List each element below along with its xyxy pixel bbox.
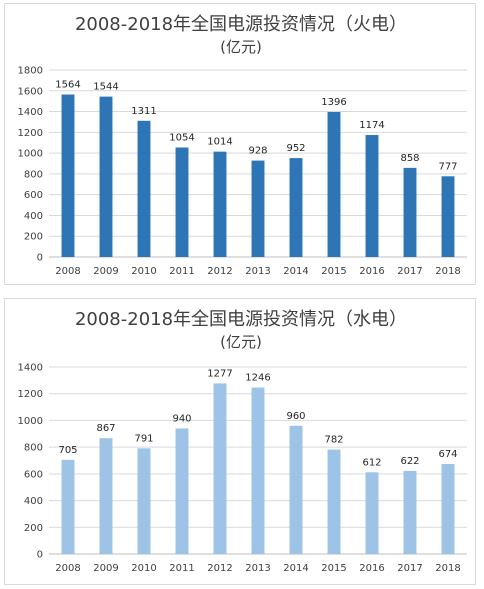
y-tick-label: 800	[24, 443, 43, 454]
y-tick-label: 800	[24, 169, 43, 180]
bar-2014	[289, 158, 303, 257]
x-tick-label: 2012	[207, 266, 232, 277]
bar-2010	[137, 448, 151, 554]
bar-2018	[441, 176, 455, 257]
data-label-2008: 705	[58, 445, 77, 456]
data-label-2011: 1054	[169, 133, 194, 144]
chart-title: 2008-2018年全国电源投资情况（水电）	[75, 309, 407, 330]
bar-2016	[365, 472, 379, 554]
bar-2016	[365, 135, 379, 257]
x-tick-label: 2015	[321, 266, 346, 277]
bar-2017	[403, 470, 417, 554]
chart-unit-label: (亿元)	[220, 38, 262, 56]
x-tick-label: 2008	[55, 266, 80, 277]
data-label-2009: 867	[96, 423, 115, 434]
data-label-2014: 960	[286, 411, 305, 422]
x-tick-label: 2017	[397, 563, 422, 574]
data-label-2011: 940	[172, 413, 191, 424]
y-tick-label: 400	[24, 496, 43, 507]
data-label-2016: 612	[362, 457, 381, 468]
hydro-power-chart: 2008-2018年全国电源投资情况（水电） (亿元) 0 200 400 600 80…	[18, 309, 467, 574]
data-label-2013: 1246	[245, 373, 270, 384]
data-label-2015: 1396	[321, 97, 346, 108]
data-label-2012: 1014	[207, 137, 232, 148]
y-tick-label: 400	[24, 211, 43, 222]
bar-2018	[441, 463, 455, 554]
thermal-power-chart: 2008-2018年全国电源投资情况（火电） (亿元) 0 200 400 600 80…	[18, 14, 467, 277]
x-tick-label: 2018	[435, 563, 460, 574]
x-tick-label: 2011	[169, 266, 194, 277]
x-tick-label: 2013	[245, 563, 270, 574]
data-label-2008: 1564	[55, 80, 80, 91]
x-tick-label: 2014	[283, 266, 308, 277]
bar-2015	[327, 449, 341, 554]
data-label-2018: 674	[438, 449, 457, 460]
bar-2008	[61, 459, 75, 554]
data-label-2010: 791	[134, 433, 153, 444]
x-tick-label: 2013	[245, 266, 270, 277]
bar-2011	[175, 428, 189, 554]
data-label-2013: 928	[248, 146, 267, 157]
x-tick-label: 2012	[207, 563, 232, 574]
y-tick-label: 1200	[18, 389, 43, 400]
bar-2015	[327, 111, 341, 258]
y-tick-label: 0	[37, 550, 43, 561]
data-label-2018: 777	[438, 161, 457, 172]
bar-2012	[213, 383, 227, 554]
bar-2009	[99, 96, 113, 258]
data-label-2012: 1277	[207, 368, 232, 379]
bar-2008	[61, 94, 75, 257]
data-label-2016: 1174	[359, 120, 384, 131]
x-tick-label: 2018	[435, 266, 460, 277]
y-tick-label: 1000	[18, 149, 43, 160]
chart-unit-label: (亿元)	[220, 333, 262, 351]
bar-2017	[403, 167, 417, 257]
x-tick-label: 2009	[93, 563, 118, 574]
bar-2012	[213, 151, 227, 257]
bar-2014	[289, 425, 303, 554]
y-tick-label: 1600	[18, 86, 43, 97]
chart-title: 2008-2018年全国电源投资情况（火电）	[75, 14, 407, 35]
y-tick-label: 600	[24, 190, 43, 201]
data-label-2017: 622	[400, 456, 419, 467]
data-label-2015: 782	[324, 435, 343, 446]
y-tick-label: 0	[37, 253, 43, 264]
x-tick-label: 2015	[321, 563, 346, 574]
y-tick-label: 1000	[18, 416, 43, 427]
y-tick-label: 1400	[18, 107, 43, 118]
x-tick-label: 2016	[359, 266, 384, 277]
data-label-2014: 952	[286, 143, 305, 154]
x-tick-label: 2009	[93, 266, 118, 277]
x-tick-label: 2016	[359, 563, 384, 574]
y-tick-label: 1800	[18, 66, 43, 77]
bar-2010	[137, 120, 151, 257]
data-label-2009: 1544	[93, 82, 118, 93]
thermal-power-chart-panel: 2008-2018年全国电源投资情况（火电） (亿元) 0 200 400 600 80…	[4, 3, 476, 285]
x-tick-label: 2008	[55, 563, 80, 574]
data-label-2010: 1311	[131, 106, 156, 117]
bar-2013	[251, 387, 265, 554]
y-tick-label: 200	[24, 232, 43, 243]
bar-2009	[99, 438, 113, 554]
x-tick-label: 2011	[169, 563, 194, 574]
data-label-2017: 858	[400, 153, 419, 164]
y-tick-label: 200	[24, 523, 43, 534]
x-tick-label: 2014	[283, 563, 308, 574]
y-tick-label: 1200	[18, 128, 43, 139]
y-tick-label: 1400	[18, 363, 43, 374]
hydro-power-chart-panel: 2008-2018年全国电源投资情况（水电） (亿元) 0 200 400 600 80…	[4, 298, 476, 585]
x-tick-label: 2010	[131, 266, 156, 277]
x-tick-label: 2017	[397, 266, 422, 277]
bar-2011	[175, 147, 189, 257]
x-tick-label: 2010	[131, 563, 156, 574]
y-tick-label: 600	[24, 469, 43, 480]
bar-2013	[251, 160, 265, 257]
